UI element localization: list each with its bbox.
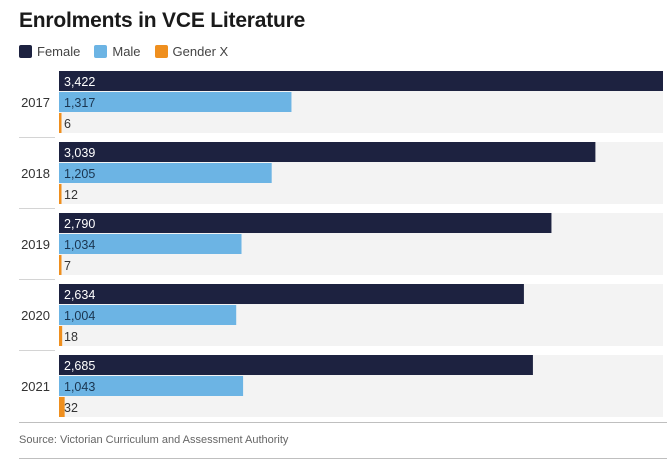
legend-label-male: Male bbox=[112, 43, 141, 59]
data-label-male-2019: 1,034 bbox=[64, 238, 95, 252]
bottom-divider bbox=[19, 458, 667, 459]
data-label-gender-x-2021: 32 bbox=[64, 401, 78, 415]
data-label-female-2020: 2,634 bbox=[64, 288, 95, 302]
data-label-male-2018: 1,205 bbox=[64, 167, 95, 181]
data-label-gender-x-2017: 6 bbox=[64, 117, 71, 131]
legend-swatch-female bbox=[19, 44, 32, 58]
legend-swatch-gender-x bbox=[154, 44, 168, 58]
category-label-2020: 2020 bbox=[21, 308, 50, 323]
data-label-female-2017: 3,422 bbox=[64, 75, 95, 89]
bar-gender-x-2019 bbox=[59, 255, 62, 275]
bar-male-2017 bbox=[59, 92, 292, 112]
source-note: Source: Victorian Curriculum and Assessm… bbox=[19, 434, 289, 446]
bar-gender-x-2020 bbox=[59, 326, 63, 346]
data-label-female-2021: 2,685 bbox=[64, 359, 95, 373]
bar-male-2018 bbox=[59, 163, 272, 183]
data-label-male-2017: 1,317 bbox=[64, 96, 95, 110]
bar-gender-x-2017 bbox=[59, 113, 62, 133]
chart-title: Enrolments in VCE Literature bbox=[19, 9, 306, 32]
category-label-2019: 2019 bbox=[21, 237, 50, 252]
data-label-gender-x-2018: 12 bbox=[64, 188, 78, 202]
legend-label-gender-x: Gender X bbox=[172, 43, 229, 59]
bar-female-2017 bbox=[59, 71, 663, 91]
footer-divider bbox=[19, 422, 667, 423]
category-label-2017: 2017 bbox=[21, 95, 50, 110]
bar-male-2021 bbox=[59, 376, 244, 396]
data-label-gender-x-2019: 7 bbox=[64, 259, 71, 273]
bar-gender-x-2018 bbox=[59, 184, 62, 204]
legend-item-male: Male bbox=[94, 43, 141, 59]
category-label-2018: 2018 bbox=[21, 166, 50, 181]
bar-gender-x-2021 bbox=[59, 397, 65, 417]
bar-male-2020 bbox=[59, 305, 237, 325]
data-label-male-2020: 1,004 bbox=[64, 309, 95, 323]
bar-female-2020 bbox=[59, 284, 524, 304]
legend-swatch-male bbox=[94, 44, 108, 58]
legend-item-gender-x: Gender X bbox=[154, 43, 229, 59]
bar-chart: 2017 3,422 1,317 6 2018 3,039 1,205 12 2019 2,790… bbox=[19, 71, 663, 417]
legend-item-female: Female bbox=[19, 44, 80, 59]
bar-male-2019 bbox=[59, 234, 242, 254]
bar-female-2019 bbox=[59, 213, 552, 233]
legend-label-female: Female bbox=[37, 43, 81, 59]
legend: Female Male Gender X bbox=[19, 43, 242, 59]
data-label-male-2021: 1,043 bbox=[64, 380, 95, 394]
bar-female-2018 bbox=[59, 142, 596, 162]
bar-female-2021 bbox=[59, 355, 533, 375]
data-label-gender-x-2020: 18 bbox=[64, 330, 78, 344]
data-label-female-2019: 2,790 bbox=[64, 217, 95, 231]
category-label-2021: 2021 bbox=[21, 379, 50, 394]
data-label-female-2018: 3,039 bbox=[64, 146, 95, 160]
